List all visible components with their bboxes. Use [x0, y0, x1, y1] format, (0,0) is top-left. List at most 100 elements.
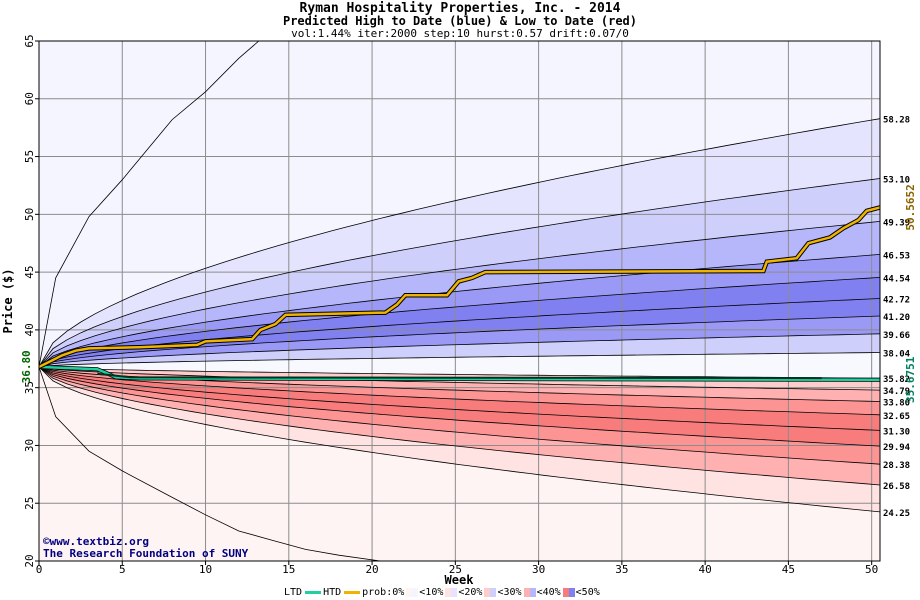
legend-swatch-50 — [562, 588, 575, 597]
outer-envelope-upper — [39, 41, 260, 367]
x-tick-label: 15 — [282, 563, 295, 576]
lower-quantile-line — [39, 366, 880, 486]
legend-swatch-10 — [406, 588, 419, 597]
lower-quantile-line — [39, 366, 880, 465]
lower-quantile-line — [39, 366, 880, 513]
band-red-7 — [39, 366, 880, 485]
y-tick-label: 50 — [23, 208, 36, 221]
band-red-8 — [39, 366, 880, 512]
lower-quantile-label: 28.38 — [883, 461, 910, 471]
band-blue-1 — [39, 118, 880, 367]
band-blue-6 — [39, 298, 880, 367]
x-tick-label: 50 — [865, 563, 878, 576]
credit-organization: The Research Foundation of SUNY — [43, 547, 249, 560]
x-tick-label: 35 — [615, 563, 628, 576]
lower-quantile-label: 24.25 — [883, 509, 910, 519]
legend-swatch-30 — [484, 588, 497, 597]
outer-envelope-lower — [39, 366, 381, 561]
plot-frame — [38, 40, 881, 562]
y-axis-label: Price ($) — [1, 268, 15, 333]
y-tick-label: 35 — [23, 381, 36, 394]
upper-quantile-label: 38.04 — [883, 350, 911, 360]
legend-htd-swatch — [344, 591, 361, 594]
legend-prob-label: prob:0% — [362, 587, 405, 598]
legend-label-20: <20% — [458, 587, 483, 598]
chart-title: Ryman Hospitality Properties, Inc. - 201… — [299, 1, 621, 16]
lower-quantile-label: 34.79 — [883, 387, 910, 397]
y-tick-label: 45 — [23, 265, 36, 278]
x-tick-label: 45 — [782, 563, 795, 576]
lower-quantile-label: 33.80 — [883, 399, 910, 409]
upper-quantile-label: 46.53 — [883, 251, 910, 261]
start-value-label: 36.80 — [20, 350, 33, 383]
legend-ltd-swatch — [305, 591, 322, 594]
lower-quantile-line — [39, 366, 880, 447]
y-tick-label: 55 — [23, 150, 36, 163]
band-red-6 — [39, 366, 880, 465]
lower-quantile-line — [39, 366, 880, 391]
upper-quantile-line — [39, 221, 880, 368]
band-red-5 — [39, 366, 880, 447]
x-tick-label: 40 — [699, 563, 712, 576]
x-tick-label: 0 — [36, 563, 43, 576]
lower-quantile-label: 35.82 — [883, 375, 910, 385]
upper-quantile-label: 41.20 — [883, 313, 910, 323]
credit-website: ©www.textbiz.org — [43, 535, 149, 548]
x-axis-label: Week — [445, 573, 475, 587]
y-tick-label: 60 — [23, 92, 36, 105]
htd-line — [39, 206, 880, 369]
band-blue-4 — [39, 254, 880, 367]
lower-quantile-label: 32.65 — [883, 412, 910, 422]
x-tick-label: 30 — [532, 563, 545, 576]
upper-quantile-label: 44.54 — [883, 274, 911, 284]
band-blue-outer — [39, 41, 880, 367]
band-red-3 — [39, 366, 880, 415]
upper-quantile-line — [39, 178, 880, 368]
band-blue-7 — [39, 316, 880, 367]
y-tick-label: 30 — [23, 439, 36, 452]
band-red-4 — [39, 366, 880, 431]
lower-quantile-line — [39, 366, 880, 431]
upper-quantile-line — [39, 315, 880, 368]
y-tick-label: 25 — [23, 497, 36, 510]
y-tick-label: 20 — [23, 554, 36, 567]
upper-quantile-line — [39, 352, 880, 368]
plot-area — [39, 41, 880, 561]
legend-label-40: <40% — [536, 587, 561, 598]
upper-quantile-line — [39, 118, 880, 368]
upper-quantile-label: 39.66 — [883, 331, 910, 341]
x-tick-label: 25 — [449, 563, 462, 576]
legend-label-30: <30% — [497, 587, 522, 598]
x-tick-label: 5 — [119, 563, 126, 576]
lower-quantile-label: 26.58 — [883, 482, 910, 492]
legend-ltd-label: LTD — [284, 587, 303, 598]
median-line — [97, 372, 822, 380]
x-tick-label: 10 — [199, 563, 212, 576]
band-red-outer — [39, 366, 880, 561]
upper-quantile-line — [39, 333, 880, 368]
lower-quantile-label: 31.30 — [883, 427, 910, 437]
chart-subtitle: Predicted High to Date (blue) & Low to D… — [282, 14, 637, 28]
legend-swatch-20 — [445, 588, 458, 597]
band-blue-2 — [39, 178, 880, 367]
lower-quantile-label: 29.94 — [883, 443, 911, 453]
x-tick-label: 20 — [365, 563, 378, 576]
upper-quantile-line — [39, 277, 880, 368]
legend-swatch-40 — [523, 588, 536, 597]
band-red-2 — [39, 366, 880, 402]
upper-quantile-line — [39, 254, 880, 368]
lower-quantile-line — [39, 366, 880, 416]
ltd-end-label: 35.6751 — [904, 356, 917, 403]
legend-htd-label: HTD — [323, 587, 342, 598]
band-blue-5 — [39, 277, 880, 367]
upper-quantile-label: 49.39 — [883, 218, 910, 228]
chart-parameters: vol:1.44% iter:2000 step:10 hurst:0.57 d… — [291, 27, 629, 40]
legend-label-10: <10% — [419, 587, 444, 598]
y-tick-label: 65 — [23, 34, 36, 47]
band-blue-8 — [39, 333, 880, 367]
htd-end-label: 50.5652 — [904, 184, 917, 230]
upper-quantile-line — [39, 298, 880, 368]
y-tick-label: 40 — [23, 323, 36, 336]
legend-label-50: <50% — [575, 587, 600, 598]
